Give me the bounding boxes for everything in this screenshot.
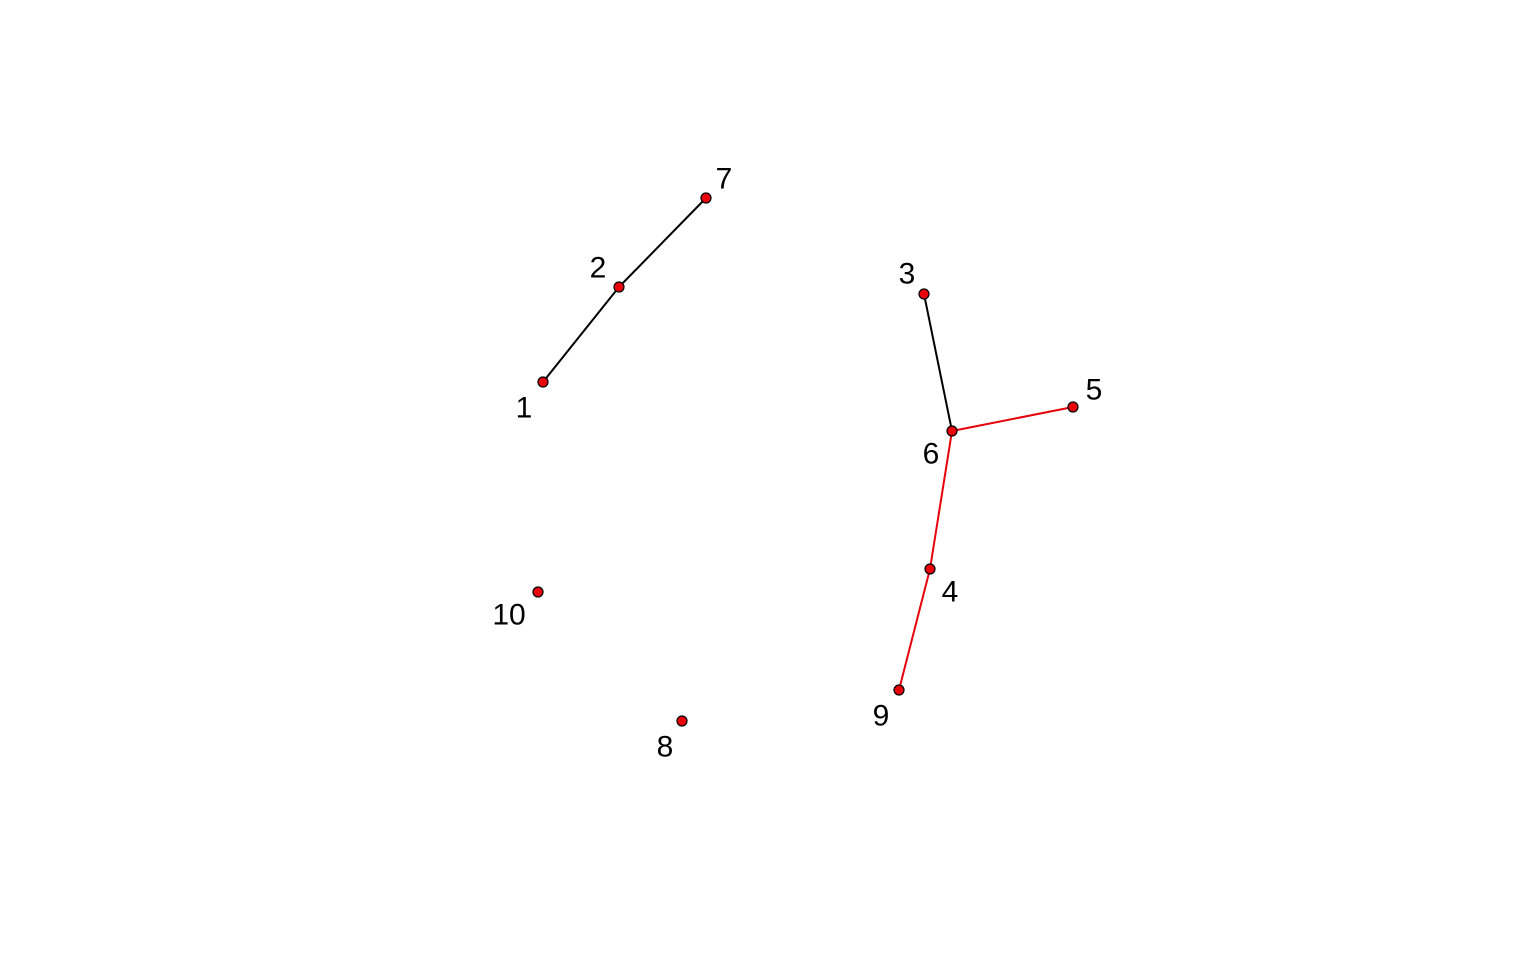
labels-layer: 1 2 3 4 5 6 7 8 9 10	[492, 163, 1102, 764]
node-label-1: 1	[516, 392, 533, 425]
node-6	[946, 425, 958, 437]
nodes-layer	[532, 192, 1079, 727]
node-2	[613, 281, 625, 293]
edge-3-6	[923, 293, 953, 432]
node-label-3: 3	[899, 258, 916, 291]
node-3	[918, 288, 930, 300]
edge-4-9	[898, 568, 931, 691]
node-label-4: 4	[942, 576, 959, 609]
node-label-5: 5	[1086, 374, 1103, 407]
node-9	[893, 684, 905, 696]
node-label-10: 10	[492, 599, 525, 632]
node-label-8: 8	[657, 731, 674, 764]
node-10	[532, 586, 544, 598]
node-label-7: 7	[716, 163, 733, 196]
node-label-2: 2	[590, 252, 607, 285]
node-label-6: 6	[923, 438, 940, 471]
edge-1-2	[542, 286, 620, 383]
node-1	[537, 376, 549, 388]
edge-6-5	[951, 406, 1074, 432]
edge-6-4	[929, 430, 953, 570]
edge-2-7	[618, 197, 707, 288]
node-8	[676, 715, 688, 727]
edges-layer	[542, 197, 1074, 691]
node-5	[1067, 401, 1079, 413]
node-label-9: 9	[873, 700, 890, 733]
node-7	[700, 192, 712, 204]
node-4	[924, 563, 936, 575]
